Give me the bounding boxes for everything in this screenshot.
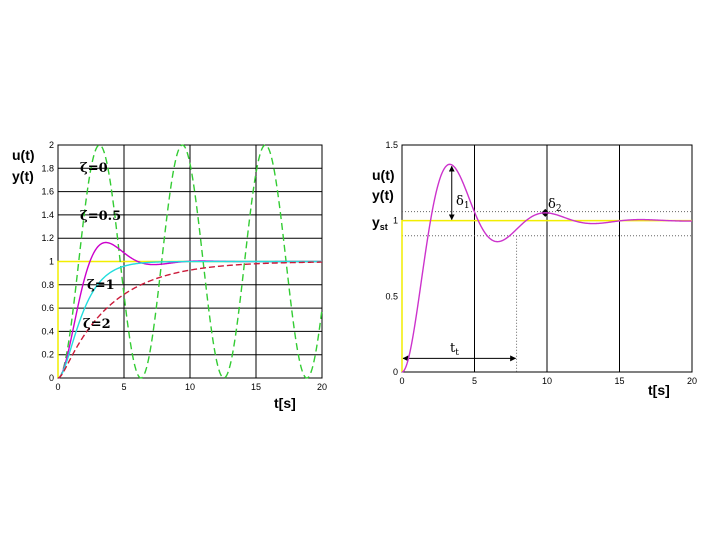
y-axis-title-line1-right: u(t): [372, 167, 395, 183]
x-tick-label: 5: [121, 382, 126, 392]
response-curve: [57, 260, 322, 379]
y-tick-label: 2: [49, 140, 54, 150]
y-tick-label: 0.8: [41, 280, 54, 290]
x-tick-label: 5: [472, 376, 477, 386]
y-tick-labels-left: 0 0.2 0.4 0.6 0.8 1 1.2 1.4 1.6 1.8 2: [41, 140, 54, 383]
chart-right: 00.511.5 0 5 10 15 20 u(t) y(t) t[s] yst δ1 …: [372, 140, 697, 398]
steady-state-label-main: y: [372, 214, 380, 230]
delta1-label-main: δ: [456, 194, 464, 209]
y-tick-label: 0.5: [385, 291, 398, 301]
y-tick-label: 1: [393, 216, 398, 226]
x-axis-title-left: t[s]: [274, 395, 296, 411]
series-label-zeta-0-5: ζ=0.5: [80, 209, 121, 224]
x-tick-label: 20: [687, 376, 697, 386]
y-tick-label: 0.4: [41, 326, 54, 336]
series-group-right: [401, 163, 692, 373]
steady-state-label-sub: st: [380, 222, 388, 232]
chart-left: 0 0.2 0.4 0.6 0.8 1 1.2 1.4 1.6 1.8 2 0 5 10 15 20 u(t…: [12, 140, 327, 411]
y-axis-title-line2-right: y(t): [372, 187, 394, 203]
y-tick-label: 1.8: [41, 163, 54, 173]
settling-time-label: tt: [450, 341, 459, 358]
x-tick-label: 0: [55, 382, 60, 392]
settling-time-label-sub: t: [455, 348, 459, 358]
y-tick-label: 1.4: [41, 210, 54, 220]
delta1-label-sub: 1: [464, 201, 470, 211]
response-curve: [401, 163, 692, 373]
delta2-label-main: δ: [548, 197, 556, 212]
y-axis-title-line1-left: u(t): [12, 147, 35, 163]
y-axis-title-line2-left: y(t): [12, 168, 34, 184]
series-label-zeta-1: ζ=1: [87, 278, 115, 293]
x-tick-label: 10: [542, 376, 552, 386]
x-tick-label: 15: [251, 382, 261, 392]
series-group-left: [57, 144, 323, 379]
y-tick-label: 0.2: [41, 350, 54, 360]
x-tick-label: 15: [614, 376, 624, 386]
series-label-zeta-0: ζ=0: [80, 161, 108, 176]
y-tick-label: 0: [49, 373, 54, 383]
x-tick-labels-right: 0 5 10 15 20: [399, 376, 697, 386]
x-tick-label: 0: [399, 376, 404, 386]
delta2-label-sub: 2: [556, 204, 562, 214]
x-tick-label: 10: [185, 382, 195, 392]
settling-time-label-main: t: [450, 341, 456, 356]
gridlines-right: [401, 145, 693, 372]
y-tick-label: 1.6: [41, 187, 54, 197]
y-tick-label: 0: [393, 367, 398, 377]
response-curve: [57, 144, 323, 379]
x-tick-label: 20: [317, 382, 327, 392]
delta2-label: δ2: [548, 197, 562, 214]
delta1-label: δ1: [456, 194, 470, 211]
y-tick-label: 0.6: [41, 303, 54, 313]
y-tick-label: 1.5: [385, 140, 398, 150]
annotation-lines-right: [402, 165, 692, 372]
steady-state-label: yst: [372, 214, 388, 232]
y-tick-labels-right: 0 0.5 1 1.5: [385, 140, 398, 377]
y-tick-label: 1.2: [41, 233, 54, 243]
y-tick-label: 1: [49, 257, 54, 267]
x-axis-title-right: t[s]: [648, 382, 670, 398]
step-input-line: [401, 219, 692, 372]
x-tick-labels-left: 0 5 10 15 20: [55, 382, 327, 392]
series-label-zeta-2: ζ=2: [83, 317, 111, 332]
